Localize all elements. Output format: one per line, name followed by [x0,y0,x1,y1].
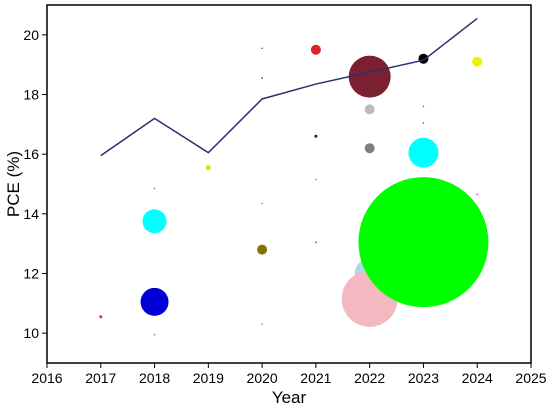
x-tick-label-2024: 2024 [462,370,493,386]
bubble-2021-14 [315,241,317,243]
bubble-2017-0 [99,315,103,319]
bubble-2022-15 [348,55,391,98]
x-tick-label-2017: 2017 [85,370,116,386]
y-axis-title: PCE (%) [4,151,23,217]
bubble-2018-3 [153,187,156,190]
y-tick-label-14: 14 [23,206,39,222]
bubble-2020-10 [261,323,263,326]
trend-line [100,17,478,157]
x-tick-label-2022: 2022 [354,370,385,386]
bubble-2019-5 [205,165,211,171]
x-tick-label-2020: 2020 [247,370,278,386]
y-tick-label-10: 10 [23,325,39,341]
y-tick-label-12: 12 [23,266,39,282]
bubble-2023-23 [408,137,439,168]
bubble-layer [99,44,489,336]
bubble-2021-12 [314,134,318,138]
bubble-2023-22 [422,122,425,124]
y-tick-label-18: 18 [23,87,39,103]
bubble-2023-20 [418,53,429,64]
bubble-2020-7 [261,77,263,79]
x-axis-ticks: 2016 2017 2018 2019 2020 2021 2022 2023 2024 2025 [31,363,547,386]
x-tick-label-2025: 2025 [515,370,546,386]
bubble-2022-17 [364,143,375,154]
bubble-2018-4 [153,333,156,336]
plot-area-frame [46,4,532,364]
bubble-2018-2 [140,287,169,316]
y-axis-ticks: 10 12 14 16 18 20 [23,27,47,341]
bubble-2020-9 [257,244,268,255]
x-tick-label-2019: 2019 [193,370,224,386]
y-tick-label-20: 20 [23,27,39,43]
bubble-2023-21 [422,105,425,108]
x-tick-label-2018: 2018 [139,370,170,386]
bubble-2022-16 [364,104,375,115]
x-tick-label-2021: 2021 [300,370,331,386]
bubble-2024-26 [476,193,479,196]
bubble-2023-24 [358,177,489,308]
y-tick-label-16: 16 [23,146,39,162]
bubble-2020-8 [261,202,263,205]
x-tick-label-2023: 2023 [408,370,439,386]
x-axis-title: Year [272,388,307,407]
bubble-2024-25 [472,56,483,67]
x-tick-label-2016: 2016 [31,370,62,386]
bubble-2021-11 [310,44,321,55]
bubble-2020-6 [261,47,263,50]
bubble-2018-1 [142,209,167,234]
bubble-2021-13 [315,178,317,181]
